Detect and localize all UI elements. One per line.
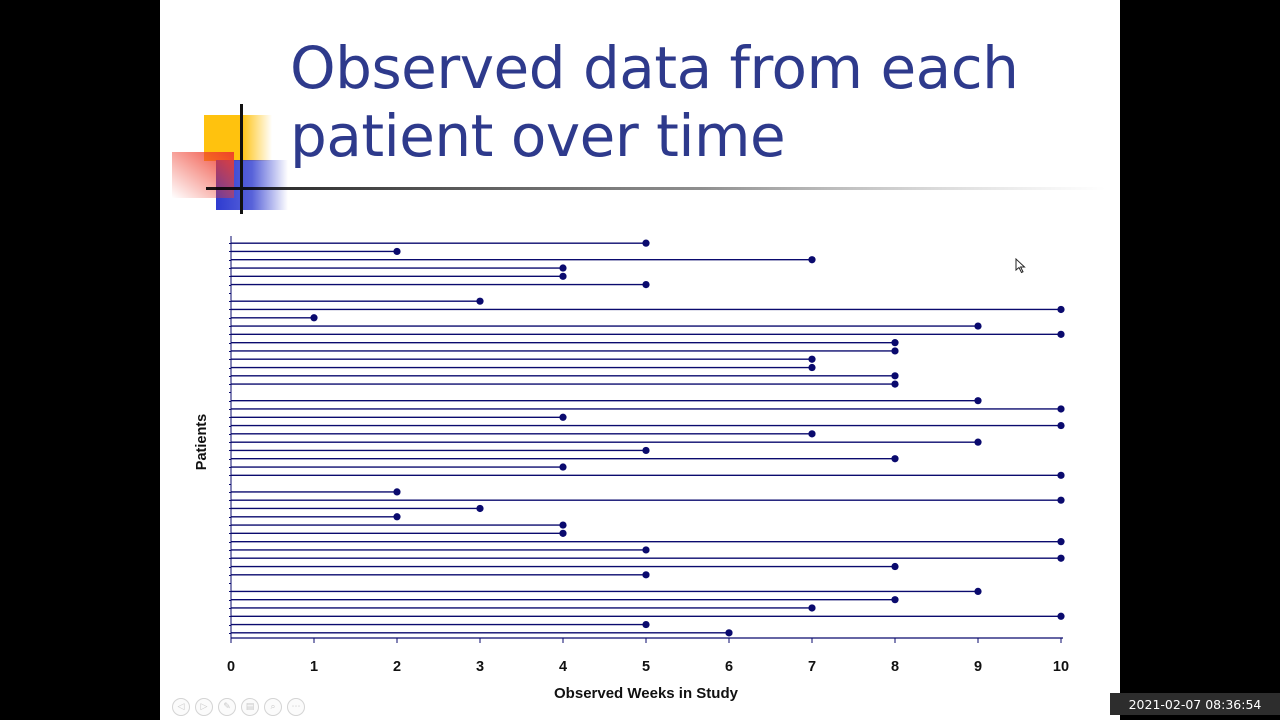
patient-endpoint [1057,421,1065,430]
patient-endpoint [808,363,816,372]
patient-endpoint [1057,554,1065,562]
patient-endpoint [393,247,401,256]
patient-endpoint [974,587,982,595]
x-tick-label: 9 [974,659,982,675]
patient-endpoint [891,347,899,355]
patient-endpoint [891,455,899,463]
patient-endpoint [1057,612,1065,620]
x-tick-label: 7 [808,659,816,675]
slides-icon[interactable]: ▤ [241,698,259,716]
patient-endpoint [808,604,816,612]
patient-endpoint [642,571,650,579]
x-tick-label: 2 [393,659,401,675]
patient-endpoint [559,264,567,272]
patient-timeline-chart: 0 1 2 3 4 5 6 7 8 9 10 Observed Weeks in Study Patie… [194,236,1069,702]
patient-endpoint [891,380,899,388]
slide-title-line-1: Observed data from each [290,34,1019,102]
zoom-icon[interactable]: ⌕ [264,698,282,716]
patient-endpoint [808,256,816,264]
patient-endpoint [642,620,650,629]
patient-endpoint [559,529,567,537]
patient-endpoint [393,513,401,521]
patient-endpoint [559,272,567,280]
x-tick-label: 6 [725,659,733,675]
patient-endpoint [974,322,982,330]
patient-endpoint [974,397,982,405]
patient-endpoint [559,521,567,529]
patient-endpoint [559,463,567,471]
timestamp-overlay: 2021-02-07 08:36:54 [1110,693,1280,715]
patient-endpoint [1057,305,1065,314]
patient-endpoint [559,413,567,421]
prev-icon[interactable]: ◁ [172,698,190,716]
patient-endpoint [891,372,899,380]
patient-endpoint [476,504,484,513]
patient-endpoint [891,562,899,571]
patient-endpoint [476,297,484,305]
patient-endpoint [1057,405,1065,413]
patient-endpoint [725,629,733,637]
x-tick-label: 0 [227,659,235,675]
slideshow-controls: ◁ ▷ ✎ ▤ ⌕ ⋯ [172,698,305,716]
slide-title: Observed data from each patient over tim… [290,34,1090,170]
patient-endpoint [808,430,816,438]
x-tick-label: 10 [1053,659,1069,675]
pen-icon[interactable]: ✎ [218,698,236,716]
patient-endpoint [891,339,899,347]
x-tick-label: 5 [642,659,650,675]
next-icon[interactable]: ▷ [195,698,213,716]
x-tick-label: 8 [891,659,899,675]
x-tick-label: 3 [476,659,484,675]
patient-endpoint [393,488,401,496]
slide: Observed data from each patient over tim… [160,0,1120,720]
patient-endpoint [1057,496,1065,504]
patient-endpoint [974,438,982,446]
patient-endpoint [808,355,816,363]
x-tick-label: 4 [559,659,567,675]
patient-endpoint [1057,538,1065,546]
mouse-cursor-icon [1015,258,1026,274]
more-icon[interactable]: ⋯ [287,698,305,716]
patient-endpoint [642,239,650,247]
slide-title-line-2: patient over time [290,102,786,170]
patient-endpoint [1057,330,1065,338]
x-tick-label: 1 [310,659,318,675]
patient-endpoint [642,546,650,554]
patient-endpoint [1057,471,1065,479]
patient-endpoint [642,281,650,289]
patient-endpoint [642,446,650,455]
y-axis-label: Patients [194,414,210,470]
patient-endpoint [891,596,899,604]
patient-endpoint [310,314,318,322]
x-axis-label: Observed Weeks in Study [554,685,739,702]
